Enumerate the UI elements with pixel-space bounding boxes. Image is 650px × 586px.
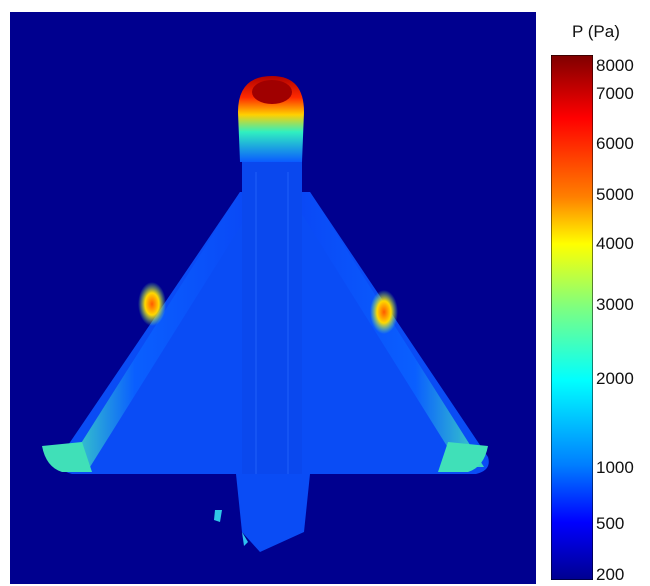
colorbar-tick-label: 3000 [596,294,634,314]
pressure-map-image [10,12,536,584]
left-wingtip [42,442,92,472]
colorbar-tick-label: 7000 [596,84,634,104]
left-hot-spot [138,282,166,326]
colorbar [550,54,594,581]
colorbar-tick-label: 1000 [596,457,634,477]
colorbar-tick-label: 5000 [596,185,634,205]
tail [236,474,310,552]
colorbar-tick-label: 8000 [596,55,634,75]
colorbar-tick-label: 2000 [596,368,634,388]
colorbar-tick-label: 6000 [596,134,634,154]
nose-tip-max [252,80,292,104]
pressure-map [10,12,536,584]
fuselage [242,102,302,502]
colorbar-tick-label: 200 [596,565,625,584]
colorbar-title: P (Pa) [572,22,620,41]
left-leading-edge [66,192,262,467]
right-hot-spot [370,290,398,334]
right-wingtip [438,442,488,472]
colorbar-gradient [550,54,594,581]
colorbar-tick-label: 500 [596,514,625,534]
colorbar-tick-label: 4000 [596,234,634,253]
